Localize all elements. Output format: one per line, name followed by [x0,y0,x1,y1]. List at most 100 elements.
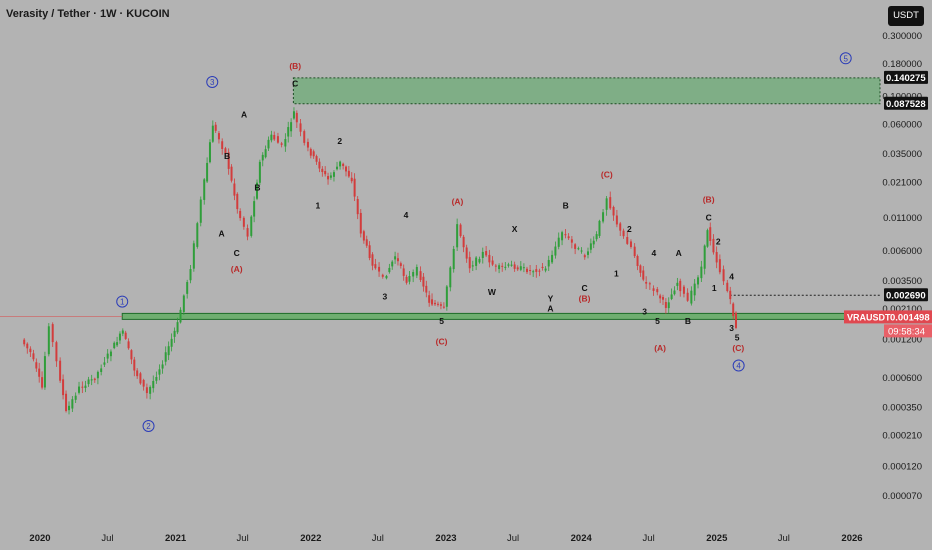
support-band [121,312,881,320]
candle-body [574,244,577,249]
currency-button[interactable]: USDT [888,6,924,26]
candle-body [186,282,189,294]
y-tick-label: 0.003500 [882,276,922,287]
zone-top-badge: 0.140275 [886,73,926,84]
candle-body [224,148,227,154]
candle-body [38,368,41,377]
candle-body [682,286,685,294]
wave-label: 4 [736,362,741,371]
candle-body [501,265,504,267]
candle-body [405,276,408,283]
candle-body [192,243,195,269]
candle-body [170,338,173,347]
candle-body [471,265,474,267]
candle-body [347,170,350,177]
candle-body [161,364,164,369]
candle-body [399,263,402,266]
x-tick-label: 2023 [435,533,456,544]
candle-body [345,166,348,172]
candle-body [639,265,642,273]
candle-body [561,232,564,241]
wave-label: 3 [383,291,388,301]
wave-label-circle [732,359,745,372]
candle-body [256,182,259,199]
wave-label: 2 [716,236,721,246]
candle-body [264,149,267,158]
candle-body [299,123,302,132]
wave-label: 2 [146,422,151,431]
candle-body [189,269,192,281]
candle-body [431,299,434,305]
wave-label-circle [116,295,129,308]
y-tick-label: 0.000600 [882,373,922,384]
candle-body [598,220,601,236]
wave-label-circle [142,419,155,432]
candle-body [149,386,152,394]
candle-body [258,161,261,183]
candle-body [415,267,418,276]
x-tick-label: Jul [237,533,249,544]
candle-body [445,286,448,307]
candle-body [206,162,209,182]
wave-label-circle [206,75,219,88]
candle-body [74,395,77,400]
candle-body [570,239,573,243]
countdown-badge: 09:58:34 [888,326,925,337]
candle-body [468,257,471,269]
candle-body [276,136,279,143]
last-price-badge: 0.001498 [890,312,930,323]
candle-body [273,134,276,140]
candle-body [481,251,484,258]
candle-body [230,166,233,181]
candle-body [554,246,557,256]
candle-body [595,234,598,240]
candle-body [532,271,535,273]
candle-body [127,341,130,349]
candle-body [179,309,182,323]
candle-body [339,161,342,167]
candle-body [280,143,283,145]
candle-body [221,141,224,150]
chart-title: Verasity / Tether · 1W · KUCOIN [6,8,170,20]
wave-label: X [512,224,518,234]
zone-bottom-badge: 0.087528 [886,99,926,110]
candle-body [434,302,437,305]
y-tick-label: 0.000350 [882,402,922,413]
candle-body [564,234,567,236]
candle-body [315,156,318,162]
candle-body [529,270,532,272]
candle-body [362,231,365,241]
wave-label: (B) [289,61,301,71]
y-tick-label: 0.021000 [882,177,922,188]
candle-body [303,131,306,143]
candle-body [547,259,550,267]
candle-body [336,166,339,170]
candle-body [356,198,359,215]
wave-label: 5 [843,54,848,63]
candle-body [26,343,29,349]
candle-body [208,142,211,163]
candle-body [577,248,580,250]
candle-body [586,251,589,255]
candle-body [116,342,119,346]
candle-body [449,267,452,288]
candle-body [629,241,632,247]
candle-body [478,258,481,263]
candle-body [609,197,612,209]
candle-body [659,295,662,299]
candle-body [622,230,625,237]
candle-body [261,154,264,161]
candle-body [290,122,293,132]
x-tick-label: 2024 [571,533,593,544]
candle-body [715,251,718,263]
candle-body [642,270,645,280]
candle-body [732,303,735,317]
wave-label: C [581,283,587,293]
candle-body [173,330,176,337]
x-tick-label: Jul [643,533,655,544]
candle-body [233,183,236,196]
candle-body [462,236,465,248]
candle-body [567,236,570,239]
candle-body [436,303,439,305]
